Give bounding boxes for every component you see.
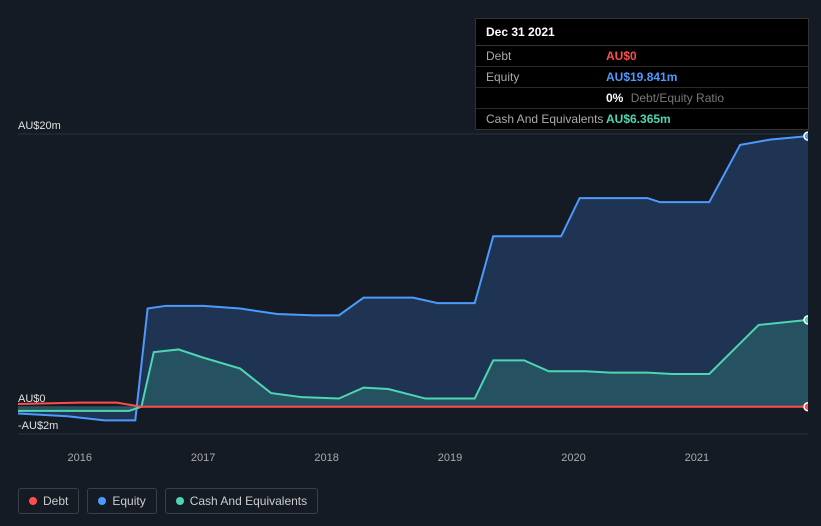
x-axis: 2016 2017 2018 2019 2020 2021	[18, 446, 808, 466]
legend-dot-icon	[176, 497, 184, 505]
tooltip-row-debt: Debt AU$0	[476, 46, 808, 67]
legend-item-cash[interactable]: Cash And Equivalents	[165, 488, 318, 514]
tooltip-value: AU$0	[606, 49, 798, 63]
x-axis-label: 2018	[314, 452, 338, 464]
legend-dot-icon	[98, 497, 106, 505]
legend-label: Debt	[43, 494, 68, 508]
ratio-pct: 0%	[606, 91, 623, 105]
chart-tooltip: Dec 31 2021 Debt AU$0 Equity AU$19.841m …	[475, 18, 809, 130]
legend-item-debt[interactable]: Debt	[18, 488, 79, 514]
x-axis-label: 2020	[561, 452, 585, 464]
tooltip-label: Debt	[486, 49, 606, 63]
chart-area[interactable]	[18, 120, 808, 440]
chart-legend: Debt Equity Cash And Equivalents	[18, 488, 318, 514]
legend-label: Cash And Equivalents	[190, 494, 307, 508]
tooltip-row-ratio: 0% Debt/Equity Ratio	[476, 88, 808, 109]
tooltip-value: AU$6.365m	[606, 112, 798, 126]
x-axis-label: 2021	[685, 452, 709, 464]
cash-end-dot	[804, 316, 808, 324]
y-axis-label: AU$20m	[18, 120, 61, 132]
legend-label: Equity	[112, 494, 145, 508]
legend-item-equity[interactable]: Equity	[87, 488, 156, 514]
y-axis-label: -AU$2m	[18, 420, 58, 432]
tooltip-ratio: 0% Debt/Equity Ratio	[606, 91, 798, 105]
tooltip-label: Equity	[486, 70, 606, 84]
y-axis-label: AU$0	[18, 393, 46, 405]
legend-dot-icon	[29, 497, 37, 505]
tooltip-label: Cash And Equivalents	[486, 112, 606, 126]
tooltip-value: AU$19.841m	[606, 70, 798, 84]
x-axis-label: 2017	[191, 452, 215, 464]
tooltip-row-cash: Cash And Equivalents AU$6.365m	[476, 109, 808, 129]
ratio-label: Debt/Equity Ratio	[631, 91, 724, 105]
tooltip-date: Dec 31 2021	[476, 19, 808, 46]
tooltip-row-equity: Equity AU$19.841m	[476, 67, 808, 88]
tooltip-label	[486, 91, 606, 105]
x-axis-label: 2016	[67, 452, 91, 464]
chart-svg	[18, 120, 808, 440]
debt-end-dot	[804, 403, 808, 411]
x-axis-label: 2019	[438, 452, 462, 464]
equity-end-dot	[804, 132, 808, 140]
